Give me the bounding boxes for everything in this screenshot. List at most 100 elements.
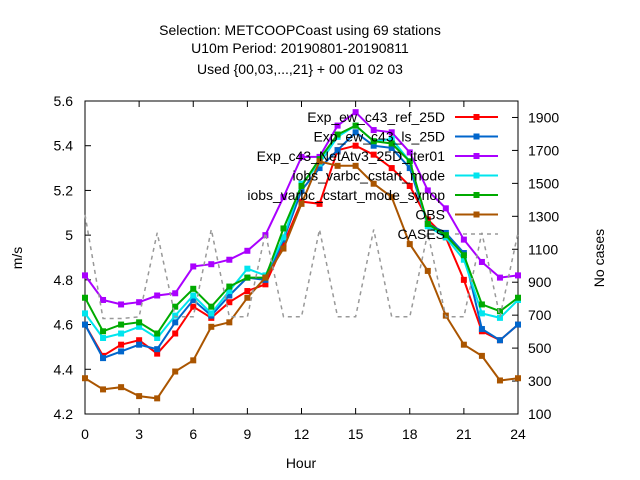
- data-point-exp-ew-c43-ls-25d: [172, 319, 179, 326]
- data-point-iobs-varbc-cstart-mode-synop: [460, 252, 467, 259]
- y-tick-label: 4.2: [54, 406, 74, 422]
- legend-marker: [473, 114, 480, 120]
- y2-tick-label: 700: [528, 307, 552, 323]
- x-tick-label: 0: [81, 426, 89, 442]
- data-point-iobs-varbc-cstart-mode-synop: [190, 285, 197, 292]
- data-point-exp-ew-c43-ref-25d: [226, 299, 233, 306]
- data-point-exp-ew-c43-ref-25d: [460, 276, 467, 283]
- y2-tick-label: 100: [528, 406, 552, 422]
- data-point-obs: [334, 162, 341, 169]
- data-point-iobs-varbc-cstart-mode-synop: [334, 131, 341, 138]
- data-point-exp-ew-c43-ls-25d: [226, 292, 233, 299]
- legend-marker: [473, 153, 480, 159]
- data-point-obs: [478, 352, 485, 359]
- data-point-exp-c43-netatv3-25d-iter01: [82, 272, 88, 279]
- y-tick-label: 4.6: [54, 317, 74, 333]
- title-line-3: Used {00,03,...,21} + 00 01 02 03: [197, 61, 403, 77]
- y2-tick-label: 1100: [528, 241, 558, 257]
- x-tick-label: 3: [135, 426, 143, 442]
- data-point-exp-c43-netatv3-25d-iter01: [280, 194, 287, 201]
- data-point-exp-c43-netatv3-25d-iter01: [208, 261, 215, 268]
- data-point-obs: [244, 294, 251, 301]
- data-point-iobs-varbc-cstart-mode-synop: [118, 321, 125, 328]
- x-tick-label: 24: [510, 426, 526, 442]
- data-point-exp-c43-netatv3-25d-iter01: [424, 187, 431, 194]
- data-point-obs: [496, 377, 503, 384]
- y2-tick-label: 1900: [528, 109, 559, 125]
- legend-marker: [473, 192, 480, 198]
- data-point-exp-ew-c43-ls-25d: [316, 165, 323, 172]
- legend-marker: [473, 211, 480, 218]
- data-point-exp-ew-c43-ls-25d: [190, 296, 197, 303]
- data-point-obs: [154, 395, 161, 402]
- chart-title: Selection: METCOOPCoast using 69 station…: [159, 22, 441, 77]
- data-point-iobs-varbc-cstart-mode-synop: [406, 158, 413, 165]
- y2-tick-label: 1300: [528, 208, 559, 224]
- data-point-obs: [82, 375, 88, 382]
- y2-tick-label: 1500: [528, 175, 559, 191]
- data-point-iobs-varbc-cstart-mode-synop: [478, 301, 485, 308]
- data-point-exp-c43-netatv3-25d-iter01: [172, 290, 179, 297]
- data-point-exp-c43-netatv3-25d-iter01: [496, 274, 503, 281]
- data-point-exp-c43-netatv3-25d-iter01: [460, 236, 467, 243]
- data-point-exp-c43-netatv3-25d-iter01: [352, 109, 359, 116]
- data-point-obs: [136, 393, 143, 400]
- data-point-iobs-varbc-cstart-mode-synop: [515, 294, 521, 301]
- data-point-iobs-varbc-cstart-mode-synop: [442, 232, 449, 239]
- data-point-exp-ew-c43-ls-25d: [370, 142, 377, 149]
- data-point-exp-ew-c43-ref-25d: [244, 288, 251, 295]
- title-line-1: Selection: METCOOPCoast using 69 station…: [159, 22, 441, 38]
- legend-label: iobs_varbc_cstart_mode: [292, 168, 445, 184]
- data-point-obs: [262, 274, 269, 281]
- data-point-obs: [226, 319, 233, 326]
- y-tick-label: 5.6: [54, 93, 74, 109]
- data-point-iobs-varbc-cstart-mode-synop: [154, 330, 161, 337]
- x-tick-label: 9: [243, 426, 251, 442]
- data-point-exp-c43-netatv3-25d-iter01: [442, 205, 449, 212]
- data-point-exp-ew-c43-ls-25d: [334, 147, 341, 154]
- y-axis-label: m/s: [9, 247, 25, 270]
- data-point-obs: [100, 386, 107, 393]
- y-tick-label: 4.4: [54, 361, 74, 377]
- data-point-iobs-varbc-cstart-mode-synop: [82, 294, 88, 301]
- data-point-exp-c43-netatv3-25d-iter01: [154, 292, 161, 299]
- y-tick-label: 5: [65, 227, 73, 243]
- y-tick-label: 5.2: [54, 182, 74, 198]
- data-point-exp-c43-netatv3-25d-iter01: [370, 127, 377, 134]
- data-point-exp-c43-netatv3-25d-iter01: [334, 122, 341, 129]
- data-point-obs: [208, 323, 215, 330]
- data-point-exp-ew-c43-ref-25d: [262, 281, 269, 288]
- x-tick-label: 12: [294, 426, 310, 442]
- x-tick-label: 18: [402, 426, 418, 442]
- data-point-obs: [190, 357, 197, 364]
- data-point-iobs-varbc-cstart-mode-synop: [280, 225, 287, 232]
- legend-marker: [473, 172, 480, 179]
- data-point-iobs-varbc-cstart-mode: [460, 256, 467, 263]
- data-point-exp-c43-netatv3-25d-iter01: [515, 272, 521, 279]
- data-point-exp-ew-c43-ls-25d: [515, 321, 521, 328]
- y2-tick-label: 1700: [528, 142, 559, 158]
- data-point-exp-ew-c43-ls-25d: [478, 326, 485, 333]
- data-point-exp-ew-c43-ref-25d: [352, 142, 359, 149]
- data-point-exp-ew-c43-ls-25d: [352, 129, 359, 136]
- data-point-exp-c43-netatv3-25d-iter01: [406, 149, 413, 156]
- y2-tick-label: 300: [528, 373, 552, 389]
- y2-axis-label: No cases: [591, 229, 607, 287]
- data-point-iobs-varbc-cstart-mode-synop: [136, 319, 143, 326]
- data-point-iobs-varbc-cstart-mode-synop: [100, 328, 107, 335]
- data-point-iobs-varbc-cstart-mode-synop: [424, 220, 431, 227]
- legend-label: Exp_ew_c43_ls_25D: [313, 129, 445, 145]
- data-point-iobs-varbc-cstart-mode-synop: [388, 140, 395, 147]
- data-point-iobs-varbc-cstart-mode-synop: [226, 283, 233, 290]
- data-point-obs: [406, 241, 413, 248]
- series-layer: [82, 109, 521, 402]
- data-point-iobs-varbc-cstart-mode-synop: [208, 303, 215, 310]
- data-point-obs: [352, 162, 359, 169]
- data-point-exp-ew-c43-ls-25d: [298, 187, 305, 194]
- data-point-exp-c43-netatv3-25d-iter01: [100, 296, 107, 303]
- data-point-iobs-varbc-cstart-mode: [244, 265, 251, 272]
- data-point-exp-ew-c43-ref-25d: [388, 165, 395, 172]
- series-line-cases: [84, 214, 519, 320]
- data-point-exp-c43-netatv3-25d-iter01: [226, 256, 233, 263]
- data-point-iobs-varbc-cstart-mode: [190, 292, 197, 299]
